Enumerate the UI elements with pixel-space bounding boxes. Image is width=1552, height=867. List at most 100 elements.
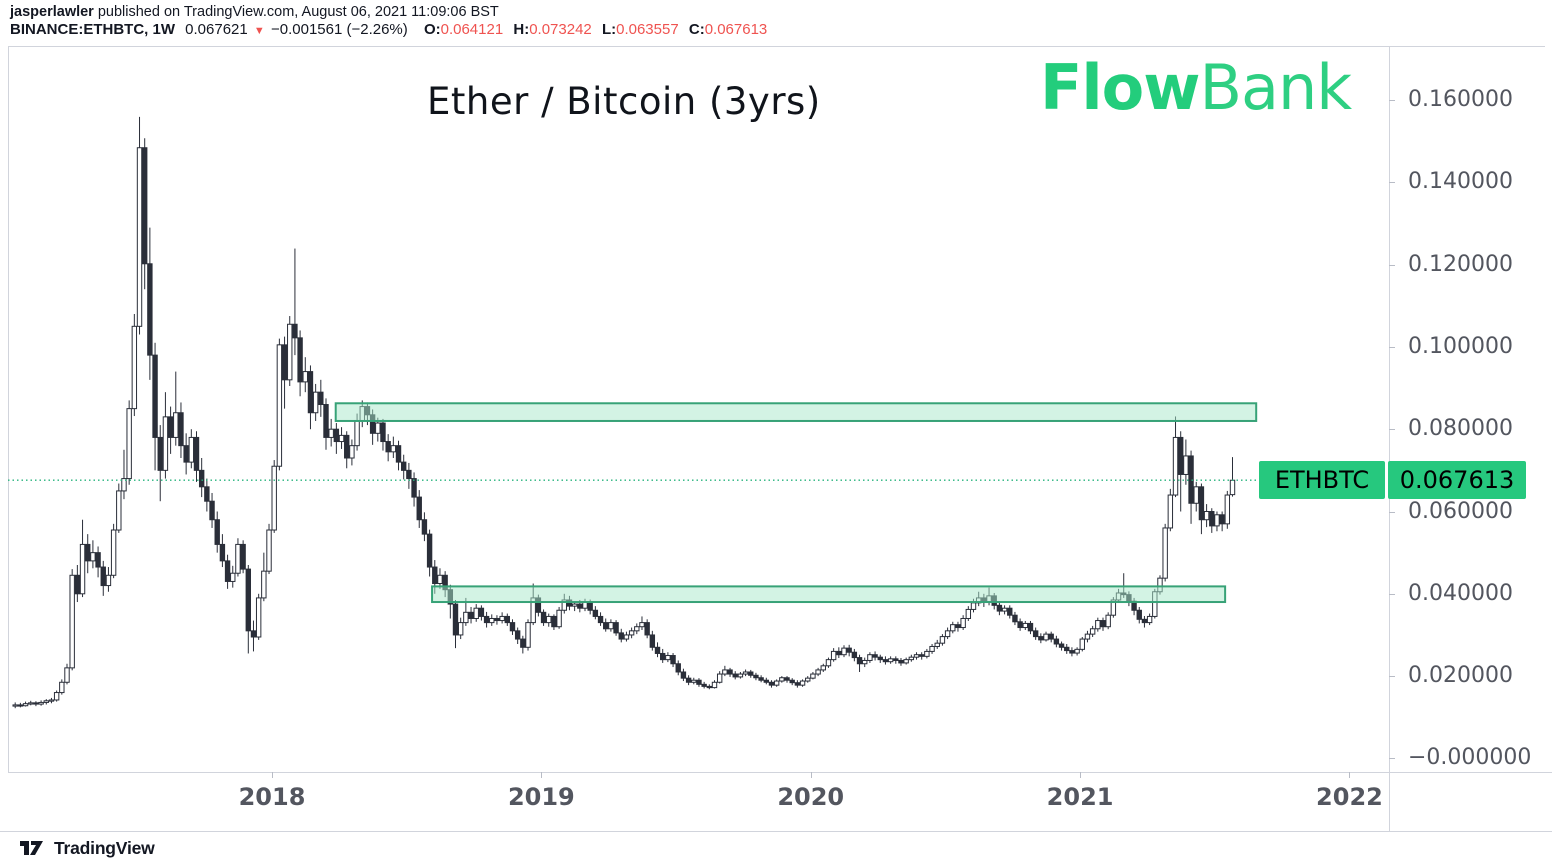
close-value: 0.067613 — [704, 21, 768, 38]
candle — [701, 681, 707, 689]
candle — [727, 667, 733, 677]
candle — [390, 436, 397, 459]
candle — [266, 523, 272, 575]
candle — [649, 630, 656, 651]
candle — [934, 639, 940, 649]
candle — [691, 677, 697, 685]
candle — [1032, 627, 1039, 640]
candle — [830, 648, 837, 662]
candle — [230, 565, 236, 588]
candle — [17, 702, 24, 708]
candle — [1141, 616, 1148, 628]
candle — [333, 423, 340, 454]
candle — [105, 567, 112, 592]
price-tick-label: 0.020000 — [1408, 663, 1513, 689]
high-value: 0.073242 — [529, 21, 592, 38]
candle — [644, 619, 650, 639]
candle — [898, 657, 904, 666]
support-zone[interactable] — [431, 585, 1227, 604]
candle — [1172, 416, 1179, 498]
candle — [706, 684, 713, 690]
candle — [551, 614, 557, 631]
candle — [846, 644, 852, 657]
candle — [245, 564, 252, 654]
candle — [509, 619, 516, 635]
candle — [1084, 630, 1091, 643]
candle — [815, 667, 821, 677]
candle — [763, 677, 769, 685]
price-tick-label: 0.060000 — [1408, 498, 1513, 524]
candle — [660, 648, 666, 663]
candle — [22, 701, 29, 707]
candle — [1058, 641, 1065, 651]
open-value: 0.064121 — [440, 21, 504, 38]
candle — [1064, 644, 1070, 654]
price-tick — [1389, 429, 1395, 431]
price-tick-label: 0.120000 — [1408, 251, 1513, 277]
candle — [996, 601, 1003, 616]
price-change: −0.001561 (−2.26%) — [270, 21, 408, 38]
year-tick — [541, 772, 543, 778]
candle — [323, 398, 329, 450]
candle — [1203, 504, 1210, 528]
candle — [110, 523, 117, 579]
symbol-name: BINANCE:ETHBTC, 1W — [10, 21, 175, 38]
candle — [820, 663, 826, 672]
candle — [100, 560, 106, 596]
candle — [525, 619, 531, 651]
candle — [380, 418, 386, 451]
candle — [1167, 488, 1174, 532]
candle — [121, 449, 127, 500]
price-tick-label: 0.040000 — [1408, 580, 1513, 606]
candle — [799, 679, 806, 687]
candle — [193, 431, 200, 482]
candle — [1043, 631, 1049, 642]
candle — [178, 402, 184, 459]
year-tick — [810, 772, 812, 778]
candle — [85, 534, 91, 574]
candle — [742, 669, 749, 677]
chart-title: Ether / Bitcoin (3yrs) — [427, 80, 821, 123]
candle — [473, 604, 479, 622]
candle — [116, 483, 122, 533]
candle — [732, 671, 738, 680]
candle — [79, 519, 86, 598]
candle — [944, 627, 951, 640]
candle — [1038, 633, 1044, 644]
candle — [426, 529, 433, 577]
candle — [468, 606, 474, 624]
price-tick-label: −0.000000 — [1408, 745, 1532, 771]
candle — [711, 680, 718, 689]
candle — [716, 671, 723, 684]
candle — [882, 656, 889, 665]
price-tick — [1389, 264, 1395, 266]
candle — [452, 599, 459, 649]
candle — [903, 657, 909, 665]
resistance-zone[interactable] — [334, 402, 1258, 422]
candle — [188, 429, 195, 469]
candle — [214, 511, 220, 553]
candle — [919, 652, 925, 660]
year-tick — [272, 772, 273, 778]
candle — [1224, 490, 1231, 529]
author-name: jasperlawler — [10, 4, 94, 20]
candle — [235, 538, 241, 577]
year-tick-label: 2019 — [507, 783, 575, 811]
candle — [48, 697, 55, 704]
candle — [856, 654, 863, 672]
candle — [1007, 605, 1013, 619]
candle — [250, 620, 257, 652]
candle — [540, 609, 547, 626]
candle — [59, 679, 65, 695]
candle — [318, 379, 324, 417]
candle — [851, 648, 858, 662]
candle — [748, 669, 754, 678]
footer-separator — [0, 831, 1552, 832]
symbol-legend: BINANCE:ETHBTC, 1W 0.067621 ▼ −0.001561 … — [10, 21, 767, 40]
year-tick — [1349, 772, 1351, 778]
candle — [592, 606, 599, 620]
candle — [618, 628, 624, 643]
candle — [639, 616, 645, 631]
candle — [302, 357, 308, 393]
